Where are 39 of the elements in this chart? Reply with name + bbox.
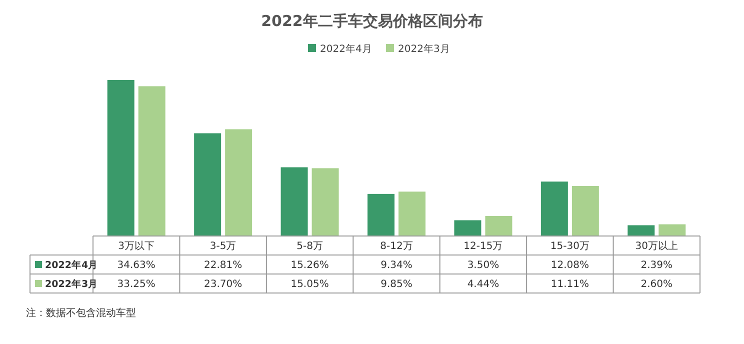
x-tick-label: 8-12万 bbox=[380, 241, 413, 252]
bar bbox=[572, 186, 599, 236]
text: 注：数据不包含混动车型 bbox=[26, 307, 136, 319]
legend-label: 2022年3月 bbox=[398, 43, 450, 55]
x-tick-label: 3万以下 bbox=[118, 240, 155, 252]
bar bbox=[454, 220, 482, 236]
bar bbox=[138, 86, 166, 236]
legend-label: 2022年4月 bbox=[320, 43, 372, 55]
bar bbox=[485, 216, 512, 236]
bar bbox=[280, 167, 308, 236]
bar bbox=[368, 194, 394, 236]
data-label: 2.39% bbox=[640, 260, 673, 271]
bar bbox=[312, 168, 339, 236]
bar bbox=[398, 192, 426, 236]
x-tick-label: 15-30万 bbox=[550, 241, 590, 252]
data-label: 15.26% bbox=[290, 260, 329, 271]
data-label: 9.34% bbox=[380, 260, 412, 271]
x-tick-label: 30万以上 bbox=[635, 240, 678, 252]
bar bbox=[107, 80, 134, 236]
bar bbox=[194, 133, 222, 236]
bar bbox=[628, 225, 655, 236]
bar bbox=[225, 129, 252, 236]
data-label: 2.60% bbox=[640, 279, 673, 290]
data-label: 22.81% bbox=[204, 260, 242, 271]
data-label: 33.25% bbox=[117, 279, 156, 290]
x-tick-label: 3-5万 bbox=[210, 241, 236, 252]
data-label: 11.11% bbox=[550, 279, 589, 290]
data-label: 4.44% bbox=[467, 279, 500, 290]
chart-title: 2022年二手车交易价格区间分布 bbox=[261, 12, 483, 30]
x-tick-label: 12-15万 bbox=[464, 241, 503, 252]
data-label: 12.08% bbox=[550, 260, 589, 271]
data-label: 3.50% bbox=[467, 260, 500, 271]
data-label: 34.63% bbox=[117, 260, 156, 271]
bar bbox=[540, 182, 568, 236]
data-label: 9.85% bbox=[380, 279, 412, 290]
bar bbox=[658, 224, 686, 236]
x-tick-label: 5-8万 bbox=[296, 241, 323, 252]
data-label: 15.05% bbox=[290, 279, 329, 290]
data-label: 23.70% bbox=[204, 279, 242, 290]
